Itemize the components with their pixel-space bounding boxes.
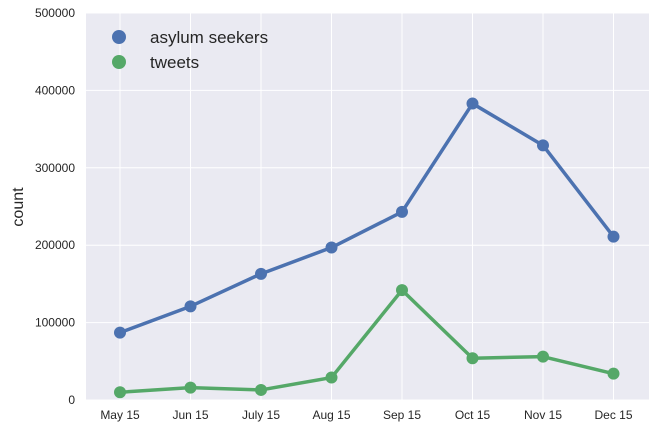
y-tick-label: 0: [68, 393, 75, 407]
y-tick-label: 500000: [35, 6, 75, 20]
data-point-asylum-seekers: [325, 241, 338, 254]
data-point-tweets: [114, 386, 126, 399]
data-point-tweets: [466, 352, 479, 365]
legend-marker-asylum-seekers: [112, 30, 126, 44]
x-tick-label: Nov 15: [524, 408, 562, 422]
x-tick-label: Sep 15: [383, 408, 421, 422]
y-axis-label: count: [10, 187, 27, 227]
data-point-tweets: [537, 350, 549, 363]
legend-marker-tweets: [112, 55, 126, 69]
data-point-asylum-seekers: [537, 139, 549, 152]
data-point-tweets: [396, 284, 408, 297]
y-tick-label: 200000: [35, 238, 75, 252]
legend-label-tweets: tweets: [150, 53, 199, 72]
data-point-asylum-seekers: [607, 230, 620, 243]
data-point-tweets: [325, 371, 338, 384]
series-layer: [114, 97, 620, 399]
series-line-asylum-seekers: [118, 101, 616, 335]
x-tick-label: Jun 15: [172, 408, 208, 422]
x-tick-label: Aug 15: [312, 408, 350, 422]
y-tick-label: 300000: [35, 161, 75, 175]
data-point-asylum-seekers: [114, 326, 126, 339]
data-point-tweets: [255, 383, 267, 396]
axis-layer: 0 100000 200000 300000 400000 500000 May 15 Jun…: [35, 6, 633, 422]
data-point-asylum-seekers: [466, 97, 479, 110]
legend-label-asylum-seekers: asylum seekers: [150, 28, 268, 47]
data-point-tweets: [184, 381, 197, 394]
data-point-asylum-seekers: [396, 205, 408, 218]
data-point-asylum-seekers: [255, 267, 267, 280]
data-point-tweets: [607, 367, 620, 380]
data-point-asylum-seekers: [184, 300, 197, 313]
y-tick-label: 400000: [35, 83, 75, 97]
x-tick-label: July 15: [242, 408, 280, 422]
legend: asylum seekers tweets: [112, 28, 268, 72]
series-line-tweets: [118, 288, 616, 395]
x-tick-label: Oct 15: [455, 408, 491, 422]
y-tick-label: 100000: [35, 316, 75, 330]
x-tick-label: May 15: [100, 408, 140, 422]
x-tick-label: Dec 15: [594, 408, 632, 422]
